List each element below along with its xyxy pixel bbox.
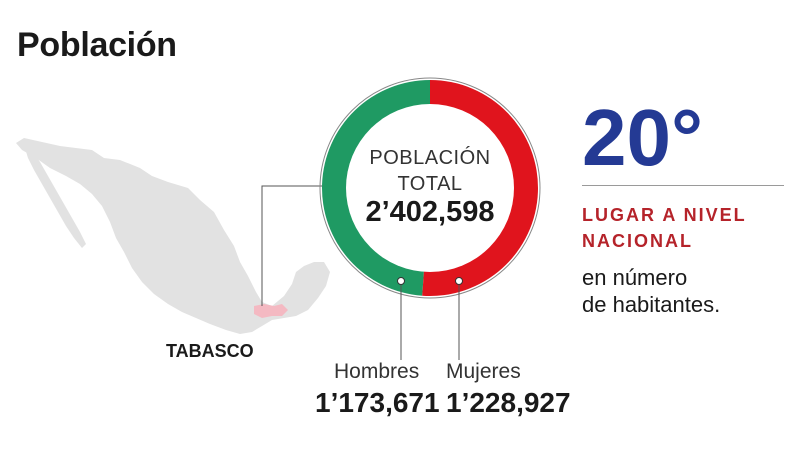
mujeres-marker	[455, 277, 463, 285]
hombres-label: Hombres	[334, 360, 420, 383]
donut-hole	[346, 104, 514, 272]
mexico-mainland	[16, 138, 330, 334]
state-label: TABASCO	[166, 341, 254, 361]
hombres-value: 1’173,671	[315, 387, 440, 418]
rank-description-2: de habitantes.	[582, 292, 721, 317]
rank-value: 20°	[582, 93, 703, 182]
donut-outer-ring	[319, 77, 541, 299]
hombres-marker	[397, 277, 405, 285]
rank-description-1: en número	[582, 265, 688, 290]
donut-total-value: 2’402,598	[365, 196, 495, 228]
donut-center-label-2: TOTAL	[397, 173, 463, 195]
map-leader-line	[261, 185, 322, 306]
donut-center-label-1: POBLACIÓN	[369, 147, 491, 169]
rank-divider	[582, 185, 784, 186]
tabasco-highlight	[254, 304, 288, 318]
page-title: Población	[17, 26, 177, 64]
baja-california	[24, 145, 86, 248]
mujeres-value: 1’228,927	[446, 387, 571, 418]
rank-caption-1: LUGAR A NIVEL	[582, 205, 747, 225]
mujeres-label: Mujeres	[446, 360, 521, 383]
rank-caption-2: NACIONAL	[582, 231, 693, 251]
